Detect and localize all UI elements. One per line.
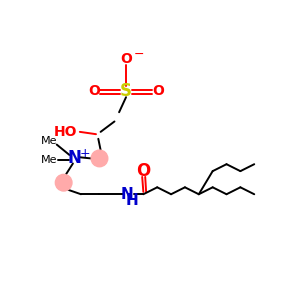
Circle shape — [55, 174, 72, 191]
Text: H: H — [125, 193, 138, 208]
Text: −: − — [134, 48, 144, 61]
Text: +: + — [80, 147, 91, 160]
Text: N: N — [67, 149, 81, 167]
Text: O: O — [136, 162, 151, 180]
Text: Me: Me — [40, 154, 57, 165]
Text: S: S — [120, 82, 132, 100]
Text: N: N — [121, 187, 134, 202]
Circle shape — [91, 150, 108, 167]
Text: O: O — [88, 84, 100, 98]
Text: HO: HO — [54, 125, 78, 139]
Text: O: O — [120, 52, 132, 66]
Text: O: O — [152, 84, 164, 98]
Text: Me: Me — [40, 136, 57, 146]
